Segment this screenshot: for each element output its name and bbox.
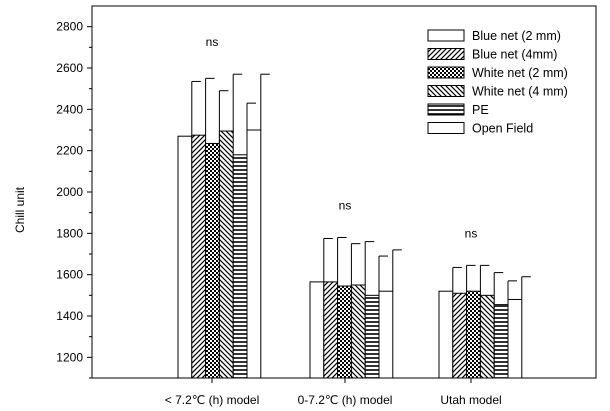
bar bbox=[466, 290, 481, 379]
legend-label: PE bbox=[472, 103, 489, 117]
annotations: ns ns ns bbox=[206, 35, 478, 240]
y-tick-label: 2200 bbox=[56, 144, 83, 158]
legend-swatch bbox=[427, 122, 465, 134]
bar bbox=[438, 290, 454, 379]
bar bbox=[493, 304, 509, 379]
significance-label: ns bbox=[339, 198, 352, 212]
legend-swatch bbox=[427, 48, 465, 60]
y-tick-label: 1400 bbox=[56, 309, 83, 323]
bar bbox=[309, 281, 325, 379]
bar bbox=[337, 285, 352, 379]
bar bbox=[177, 135, 193, 379]
bar bbox=[246, 129, 262, 379]
legend-swatch bbox=[427, 29, 465, 42]
y-tick-label: 2800 bbox=[56, 20, 83, 34]
y-axis: 1200 1400 1600 1800 2000 2200 2400 2600 2800 bbox=[56, 20, 92, 379]
bars bbox=[177, 73, 531, 379]
x-axis-labels: < 7.2℃ (h) model 0-7.2℃ (h) model Utah mod… bbox=[165, 378, 502, 407]
bar bbox=[452, 292, 468, 379]
x-tick-label: 0-7.2℃ (h) model bbox=[298, 393, 393, 407]
bar bbox=[232, 154, 248, 379]
bar bbox=[479, 294, 495, 379]
y-tick-label: 2600 bbox=[56, 61, 83, 75]
bar bbox=[191, 134, 207, 379]
legend-swatch bbox=[427, 85, 465, 97]
significance-label: ns bbox=[206, 35, 219, 49]
x-tick-label: Utah model bbox=[440, 393, 501, 407]
y-axis-label: Chill unit bbox=[13, 186, 27, 233]
legend: Blue net (2 mm) Blue net (4mm) White net (… bbox=[427, 29, 568, 136]
y-tick-label: 2400 bbox=[56, 102, 83, 116]
legend-swatch bbox=[427, 66, 465, 79]
y-tick-label: 1600 bbox=[56, 268, 83, 282]
y-tick-label: 2000 bbox=[56, 185, 83, 199]
bar bbox=[218, 130, 234, 379]
legend-label: Blue net (4mm) bbox=[472, 48, 557, 62]
legend-label: White net (2 mm) bbox=[472, 66, 568, 80]
y-tick-label: 1200 bbox=[56, 350, 83, 364]
legend-label: Blue net (2 mm) bbox=[472, 29, 561, 43]
legend-swatch bbox=[427, 103, 465, 116]
legend-label: White net (4 mm) bbox=[472, 85, 568, 99]
x-tick-label: < 7.2℃ (h) model bbox=[165, 393, 260, 407]
bar bbox=[205, 142, 220, 379]
bar bbox=[323, 281, 339, 379]
significance-label: ns bbox=[465, 226, 478, 240]
y-tick-label: 1800 bbox=[56, 226, 83, 240]
bar bbox=[350, 284, 366, 379]
bar bbox=[364, 294, 380, 379]
bar bbox=[378, 290, 394, 379]
bar bbox=[507, 298, 523, 379]
legend-label: Open Field bbox=[472, 122, 533, 136]
